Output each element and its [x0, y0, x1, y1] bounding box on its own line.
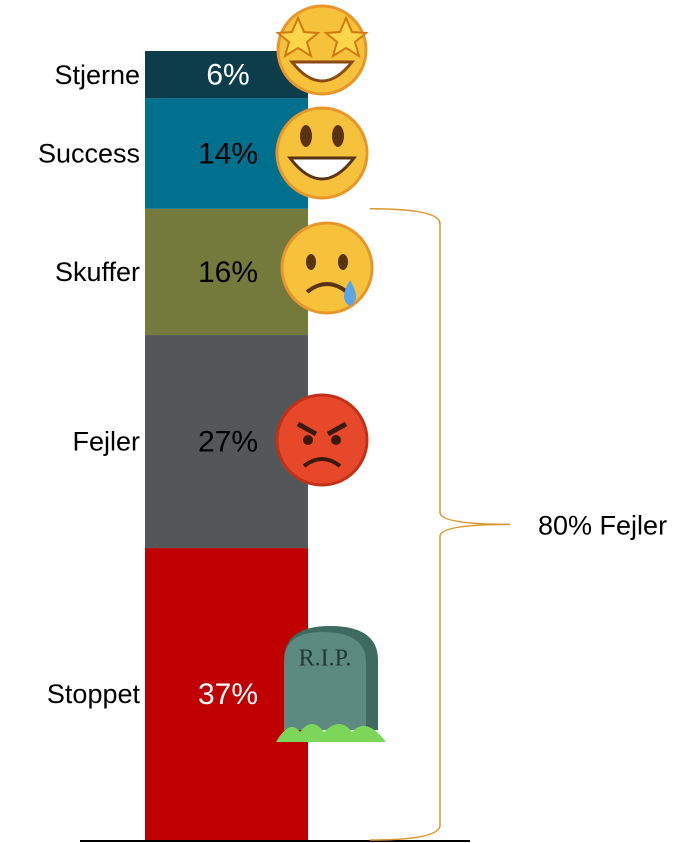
legend-label: Skuffer — [55, 257, 140, 287]
legend-label: Stjerne — [54, 60, 140, 90]
emoji-star-struck — [275, 4, 369, 96]
tombstone-text: R.I.P. — [299, 646, 352, 672]
legend-label: Success — [38, 139, 140, 169]
emoji-smile — [275, 106, 369, 200]
value-label: 14% — [198, 137, 258, 170]
emoji-tombstone: R.I.P. — [276, 626, 386, 742]
legend-label: Stoppet — [47, 679, 141, 709]
value-label: 27% — [198, 425, 258, 458]
value-label: 6% — [206, 59, 249, 92]
legend-label: Fejler — [72, 427, 140, 457]
emoji-sad — [280, 221, 374, 315]
brace — [369, 208, 511, 841]
value-label: 16% — [198, 256, 258, 289]
emoji-angry — [275, 393, 369, 487]
value-label: 37% — [198, 678, 258, 711]
bar-segment — [145, 548, 308, 840]
annotation: 80% Fejler — [538, 511, 667, 541]
